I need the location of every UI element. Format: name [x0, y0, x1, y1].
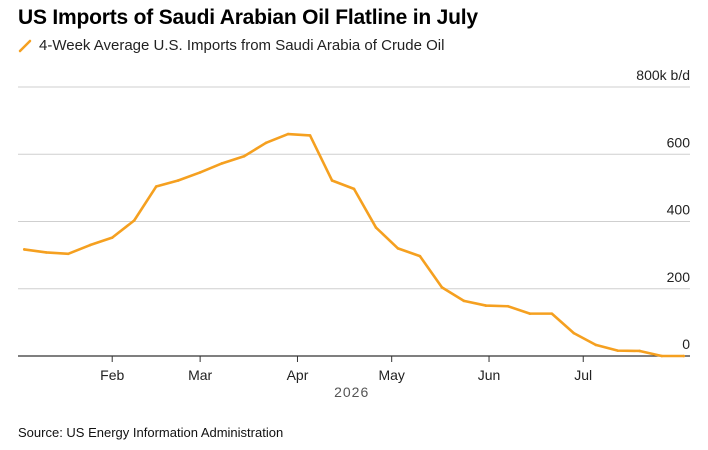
data-point [572, 331, 576, 335]
x-axis-ticks: Feb Mar Apr May Jun Jul [100, 356, 592, 383]
data-point [286, 132, 290, 136]
data-point [528, 312, 532, 315]
gridlines [18, 86, 690, 357]
x-tick-label: Apr [287, 367, 309, 383]
x-tick-label: Jul [574, 367, 592, 383]
data-point [396, 247, 400, 250]
y-tick-label: 200 [667, 269, 691, 285]
data-point [66, 252, 70, 256]
data-point [616, 349, 620, 352]
data-point [198, 171, 202, 174]
y-tick-label: 800k b/d [636, 67, 690, 83]
data-point [550, 312, 554, 315]
legend-line-icon [18, 39, 32, 52]
data-point [242, 154, 246, 158]
series-line [22, 132, 686, 358]
y-axis-ticks: 0 200 400 600 800k b/d [636, 67, 690, 352]
data-point [132, 219, 136, 222]
data-point [462, 299, 466, 303]
x-tick-label: May [378, 367, 404, 383]
data-point [484, 304, 488, 307]
data-point [440, 286, 444, 289]
data-point [506, 304, 510, 308]
data-point [88, 243, 92, 247]
legend: 4-Week Average U.S. Imports from Saudi A… [18, 37, 444, 54]
source-note: Source: US Energy Information Administra… [18, 425, 284, 440]
data-point [682, 354, 686, 358]
y-tick-label: 400 [667, 202, 691, 218]
data-point [330, 179, 334, 182]
data-point [22, 248, 26, 251]
chart-title: US Imports of Saudi Arabian Oil Flatline… [18, 6, 478, 29]
data-point [418, 254, 422, 258]
data-point [44, 251, 48, 254]
data-point [638, 349, 642, 353]
data-point [264, 141, 268, 145]
data-point [352, 187, 356, 191]
data-point [374, 226, 378, 229]
data-point [308, 134, 312, 137]
data-point [110, 236, 114, 239]
data-point [176, 179, 180, 182]
x-tick-label: Feb [100, 367, 124, 383]
data-point [154, 185, 158, 188]
x-axis-year-label: 2026 [334, 384, 369, 400]
y-tick-label: 0 [682, 336, 690, 352]
x-tick-label: Jun [478, 367, 501, 383]
series-layer [22, 132, 686, 358]
data-point [660, 354, 664, 358]
y-tick-label: 600 [667, 134, 691, 150]
legend-series-label: 4-Week Average U.S. Imports from Saudi A… [39, 37, 445, 54]
x-tick-label: Mar [188, 367, 212, 383]
data-point [594, 343, 598, 347]
data-point [220, 162, 224, 165]
